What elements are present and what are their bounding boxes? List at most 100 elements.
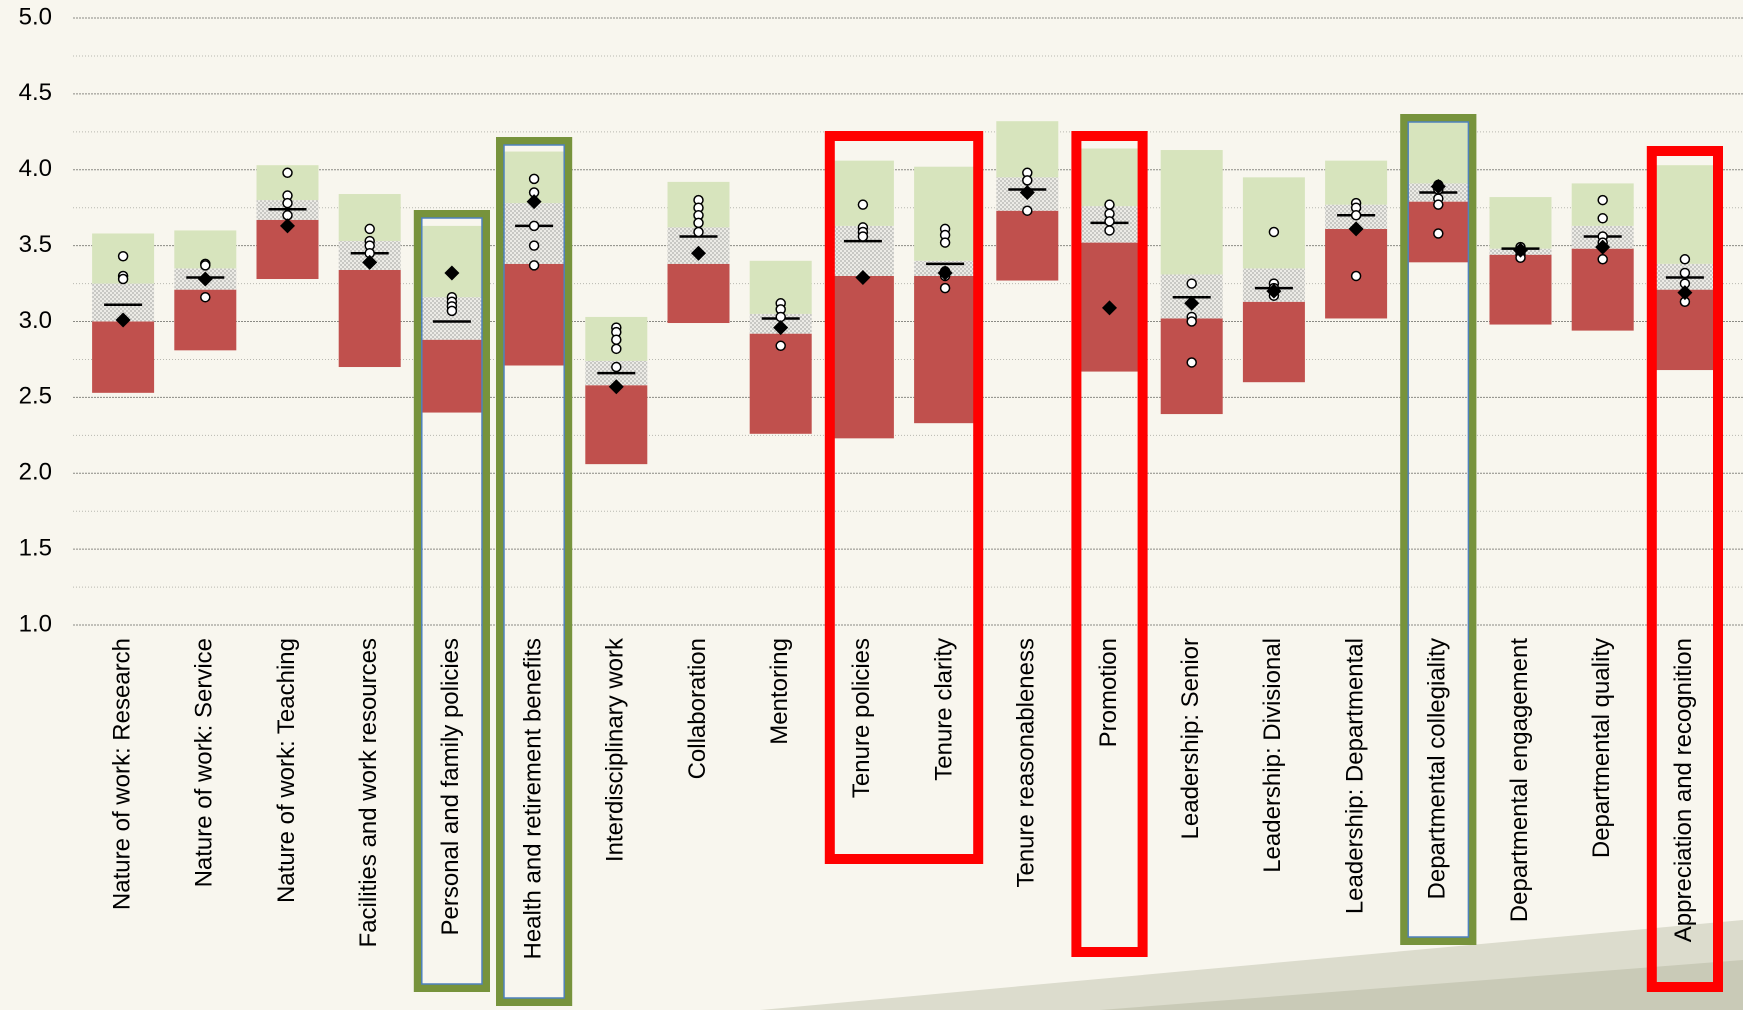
peer-marker <box>1597 194 1608 206</box>
x-tick-label: Appreciation and recognition <box>1670 638 1697 942</box>
bar-segment <box>1242 301 1305 383</box>
institution-marker <box>115 312 131 328</box>
x-tick-label: Nature of work: Service <box>191 638 218 887</box>
peer-marker <box>775 340 786 352</box>
peer-marker <box>939 282 951 294</box>
x-tick-label: Leadership: Departmental <box>1341 638 1368 914</box>
institution-marker <box>608 379 624 395</box>
peer-marker <box>693 217 704 229</box>
bar-segment <box>420 225 483 298</box>
peer-marker <box>1679 267 1691 279</box>
bar-segment <box>1489 254 1552 325</box>
x-tick-label: Nature of work: Teaching <box>273 638 300 903</box>
bar-segment <box>831 275 894 439</box>
x-tick-label: Personal and family policies <box>437 638 464 935</box>
highlight-box <box>413 210 490 992</box>
background-wedge <box>1100 960 1743 1010</box>
y-tick-label: 1.0 <box>19 610 52 637</box>
peer-marker <box>364 223 375 235</box>
peer-marker <box>1350 270 1362 282</box>
peer-marker <box>857 199 869 210</box>
peer-marker <box>200 291 211 303</box>
x-tick-label: Departmental quality <box>1588 638 1615 858</box>
x-tick-label: Leadership: Divisional <box>1259 638 1286 873</box>
peer-marker <box>117 273 129 285</box>
highlight-box-outline <box>1407 121 1470 938</box>
peer-marker <box>1104 199 1115 210</box>
peer-marker <box>857 231 869 242</box>
highlight-box <box>1646 146 1724 992</box>
institution-marker <box>526 194 542 210</box>
peer-marker <box>1186 357 1197 368</box>
peer-marker <box>1104 225 1115 236</box>
highlight-box <box>496 137 573 1006</box>
peer-marker <box>1597 254 1608 265</box>
highlight-box-outline <box>503 144 565 999</box>
institution-marker <box>1102 300 1117 316</box>
bar-segment <box>1653 165 1716 264</box>
bar-segment <box>996 210 1059 281</box>
institution-marker <box>444 265 460 281</box>
peer-marker <box>939 237 951 248</box>
peer-marker <box>1679 254 1691 265</box>
y-tick-label: 1.5 <box>19 534 52 561</box>
bar-segment <box>1489 197 1552 249</box>
bar-segment <box>831 160 894 226</box>
institution-marker <box>855 269 871 285</box>
peer-marker <box>528 260 540 271</box>
x-tick-label: Departmental engagement <box>1506 638 1533 923</box>
bar-segment <box>92 321 155 393</box>
x-tick-label: Tenure policies <box>848 638 875 798</box>
peer-marker <box>611 343 622 355</box>
peer-marker <box>611 361 622 373</box>
highlight-box-outline <box>421 217 483 985</box>
institution-marker <box>1513 242 1528 258</box>
bar-segment <box>338 269 401 368</box>
peer-marker <box>1433 228 1444 239</box>
peer-marker <box>1350 210 1362 221</box>
y-tick-label: 2.5 <box>19 383 52 410</box>
peer-marker <box>1186 278 1197 289</box>
peer-marker <box>1268 226 1280 238</box>
peer-marker <box>1104 216 1115 227</box>
x-tick-label: Mentoring <box>766 638 793 745</box>
peer-marker <box>117 250 129 262</box>
peer-marker <box>611 334 622 345</box>
x-tick-label: Tenure reasonableness <box>1013 638 1040 888</box>
bar-segment <box>585 385 648 465</box>
peer-marker <box>1597 213 1608 224</box>
peer-marker <box>693 226 704 238</box>
highlight-box <box>1071 131 1148 957</box>
institution-marker <box>1430 178 1446 194</box>
institution-marker <box>1184 295 1200 311</box>
highlight-box <box>1400 114 1477 945</box>
x-tick-label: Collaboration <box>684 638 711 779</box>
peer-marker <box>1186 316 1197 327</box>
institution-marker <box>362 254 378 270</box>
bar-segment <box>420 339 483 413</box>
y-tick-label: 3.0 <box>19 307 52 334</box>
x-tick-label: Departmental collegiality <box>1424 638 1451 899</box>
x-tick-label: Leadership: Senior <box>1177 638 1204 839</box>
institution-marker <box>280 218 295 234</box>
institution-marker <box>1019 185 1035 201</box>
peer-marker <box>1022 205 1033 216</box>
highlight-box <box>824 131 984 864</box>
bar-segment <box>1325 160 1388 205</box>
institution-marker <box>1677 285 1693 301</box>
peer-marker <box>282 167 293 179</box>
bar-segment <box>1242 177 1305 269</box>
x-tick-label: Nature of work: Research <box>108 638 135 910</box>
y-tick-label: 2.0 <box>19 459 52 486</box>
peer-marker <box>1022 175 1033 186</box>
x-tick-label: Tenure clarity <box>930 638 957 781</box>
bar-segment <box>503 263 566 366</box>
x-tick-label: Facilities and work resources <box>355 638 382 947</box>
peer-marker <box>528 173 540 185</box>
peer-marker <box>528 240 540 251</box>
bar-segment <box>503 203 566 264</box>
bar-segment <box>667 263 730 324</box>
bar-segment <box>1160 150 1223 275</box>
x-tick-label: Interdisciplinary work <box>602 637 629 862</box>
institution-marker <box>937 265 953 281</box>
